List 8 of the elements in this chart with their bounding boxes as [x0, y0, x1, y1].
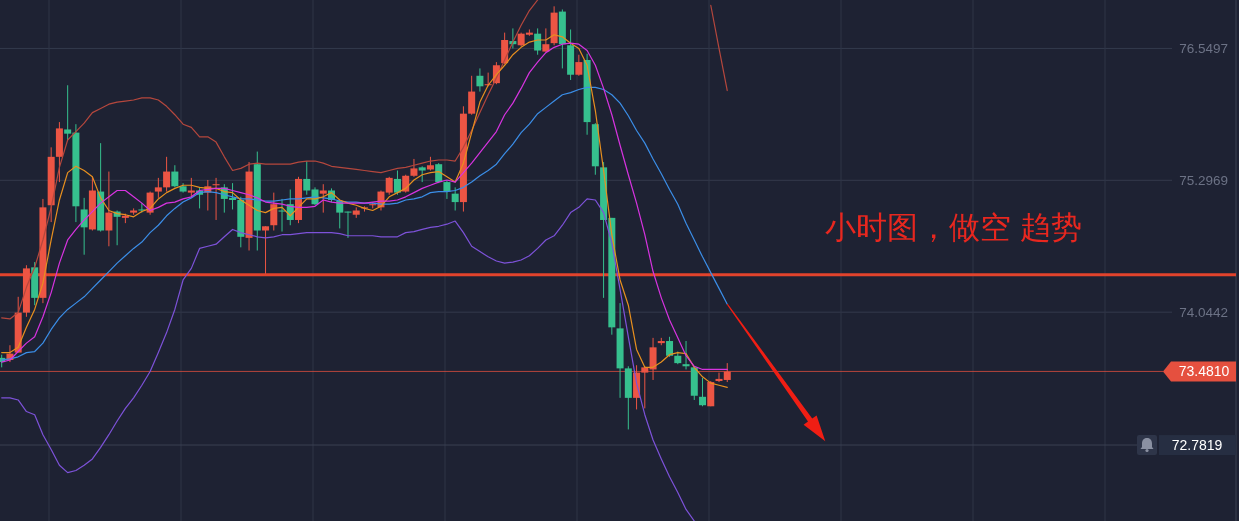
- y-tick-label: 76.5497: [1179, 40, 1228, 56]
- y-tick-label: 75.2969: [1179, 172, 1228, 188]
- text: 小时图，做空 趋势: [825, 210, 1082, 245]
- y-tick-label: 74.0442: [1179, 304, 1228, 320]
- line-series: [1, 198, 695, 521]
- ref-line-label: 73.4810: [1178, 363, 1230, 380]
- line-series: [1, 86, 728, 361]
- ref-line-label: 72.7819: [1171, 437, 1223, 454]
